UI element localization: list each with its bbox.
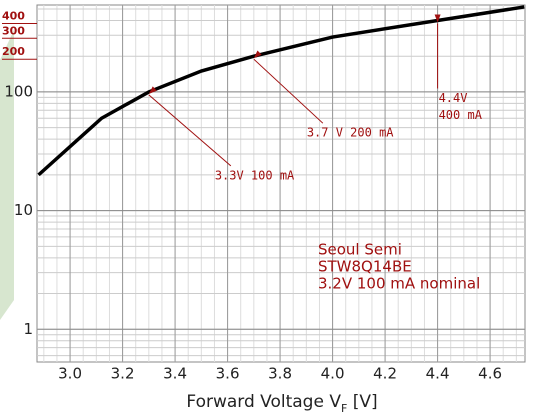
y-tick-label: 10 — [14, 201, 33, 219]
note-text: STW8Q14BE — [318, 258, 412, 276]
x-axis-label-part: [V] — [347, 392, 377, 412]
arrow-head — [434, 14, 441, 23]
plot-area — [36, 4, 526, 363]
annotation-text: 4.4V — [439, 91, 468, 105]
x-axis-label-part: F — [341, 402, 347, 415]
x-tick-label: 3.4 — [163, 365, 187, 383]
annotation-text: 400 mA — [439, 108, 483, 122]
y-tick-label: 100 — [4, 82, 33, 100]
arrow-head — [148, 86, 157, 94]
x-tick-label: 4.4 — [426, 365, 450, 383]
x-tick-label: 3.6 — [216, 365, 240, 383]
annotation-text: 3.3V 100 mA — [215, 168, 295, 182]
x-tick-label: 4.2 — [373, 365, 397, 383]
annotation-arrow — [148, 94, 232, 167]
line — [37, 5, 525, 177]
red-tick-label: 200 — [2, 45, 25, 58]
x-tick-label: 4.6 — [478, 365, 502, 383]
x-axis-label: Forward Voltage VF [V] — [186, 392, 377, 415]
x-tick-label: 4.0 — [321, 365, 345, 383]
annotation-arrow — [253, 58, 324, 124]
arrow-head — [253, 50, 262, 59]
y-tick-label: 1 — [23, 320, 33, 338]
red-tick-label: 400 — [2, 9, 25, 22]
x-tick-label: 3.0 — [58, 365, 82, 383]
annotation-text: 3.7 V 200 mA — [307, 126, 394, 140]
x-axis-label-part: Forward Voltage V — [186, 392, 341, 412]
note-text: 3.2V 100 mA nominal — [318, 275, 480, 293]
decoration — [0, 30, 14, 320]
x-tick-label: 3.2 — [111, 365, 135, 383]
x-tick-label: 3.8 — [268, 365, 292, 383]
note-text: Seoul Semi — [318, 241, 402, 259]
red-tick-label: 300 — [2, 24, 25, 37]
